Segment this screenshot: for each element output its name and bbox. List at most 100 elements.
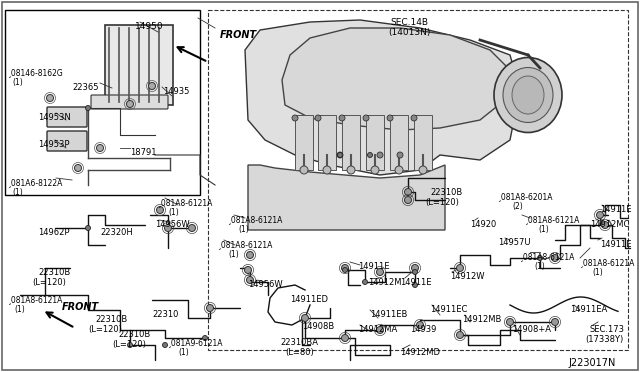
Text: (1): (1) [14, 305, 25, 314]
Circle shape [387, 115, 393, 121]
Circle shape [292, 115, 298, 121]
Text: 14920: 14920 [470, 220, 496, 229]
Bar [208, 10, 628, 350]
Text: ¸081A9-6121A: ¸081A9-6121A [168, 338, 223, 347]
Circle shape [404, 196, 412, 203]
Text: J223017N: J223017N [568, 358, 616, 368]
Circle shape [86, 225, 90, 231]
Circle shape [347, 166, 355, 174]
Text: 22320H: 22320H [100, 228, 132, 237]
Circle shape [244, 266, 252, 273]
Text: (L=120): (L=120) [112, 340, 146, 349]
Text: (14013N): (14013N) [388, 28, 430, 37]
Bar [5, 10, 200, 195]
Circle shape [337, 153, 342, 157]
Circle shape [342, 267, 348, 273]
Circle shape [376, 269, 383, 276]
Text: 14912MC: 14912MC [590, 220, 629, 229]
Text: 14935: 14935 [163, 87, 189, 96]
Text: FRONT: FRONT [220, 30, 257, 40]
Text: ¸081A8-6121A: ¸081A8-6121A [580, 258, 636, 267]
Text: ¸081A6-8122A: ¸081A6-8122A [8, 178, 63, 187]
Circle shape [506, 318, 513, 326]
Text: 14912MD: 14912MD [400, 348, 440, 357]
Circle shape [602, 221, 609, 228]
Text: 22310BA: 22310BA [280, 338, 318, 347]
Circle shape [412, 264, 419, 272]
Text: (L=120): (L=120) [88, 325, 122, 334]
Bar [390, 115, 408, 170]
Text: (2): (2) [512, 202, 523, 211]
Circle shape [157, 206, 163, 214]
Bar [342, 115, 360, 170]
Text: 14950: 14950 [135, 22, 164, 31]
Bar [105, 25, 173, 105]
Circle shape [371, 166, 379, 174]
FancyBboxPatch shape [47, 107, 87, 127]
Text: (1): (1) [534, 262, 545, 271]
Circle shape [456, 264, 463, 272]
Circle shape [342, 334, 349, 341]
Circle shape [127, 343, 132, 347]
Text: 22310: 22310 [152, 310, 179, 319]
Text: 14911EA: 14911EA [570, 305, 607, 314]
Polygon shape [282, 28, 510, 130]
Circle shape [395, 166, 403, 174]
Text: (1): (1) [228, 250, 239, 259]
Circle shape [127, 100, 134, 108]
Text: 14953P: 14953P [38, 140, 70, 149]
Circle shape [411, 115, 417, 121]
Text: (L=120): (L=120) [32, 278, 66, 287]
Circle shape [301, 314, 308, 321]
Text: 14911EB: 14911EB [370, 310, 408, 319]
Text: ¸081A8-6121A: ¸081A8-6121A [525, 215, 580, 224]
Circle shape [86, 106, 90, 110]
Circle shape [404, 189, 412, 196]
Text: 14908+A: 14908+A [512, 325, 551, 334]
Circle shape [97, 144, 104, 151]
Circle shape [413, 269, 417, 275]
Circle shape [397, 152, 403, 158]
Text: 14956W: 14956W [248, 280, 283, 289]
Bar [366, 115, 384, 170]
Text: 14911ED: 14911ED [290, 295, 328, 304]
Text: ¸081A8-6121A: ¸081A8-6121A [218, 240, 273, 249]
Circle shape [189, 224, 195, 231]
Text: 14939: 14939 [410, 325, 436, 334]
Text: 22310B: 22310B [118, 330, 150, 339]
FancyBboxPatch shape [91, 95, 168, 109]
Circle shape [339, 115, 345, 121]
Ellipse shape [503, 67, 553, 122]
Circle shape [419, 166, 427, 174]
Text: 22310B: 22310B [430, 188, 462, 197]
Bar [295, 115, 313, 170]
Circle shape [376, 327, 383, 334]
Text: 14953N: 14953N [38, 113, 71, 122]
Text: ¸081A8-6121A: ¸081A8-6121A [228, 215, 284, 224]
Polygon shape [248, 165, 445, 230]
Circle shape [538, 256, 543, 260]
Circle shape [456, 331, 463, 339]
Text: 14911E: 14911E [600, 205, 632, 214]
Text: 14911E: 14911E [358, 262, 390, 271]
Bar [414, 115, 432, 170]
Text: 14908B: 14908B [302, 322, 334, 331]
Text: (1): (1) [168, 208, 179, 217]
Text: (1): (1) [12, 78, 23, 87]
Ellipse shape [512, 76, 544, 114]
Text: SEC.14B: SEC.14B [390, 18, 428, 27]
Circle shape [202, 336, 207, 340]
Circle shape [596, 212, 604, 218]
Text: 14962P: 14962P [38, 228, 70, 237]
Circle shape [47, 94, 54, 102]
Bar [318, 115, 336, 170]
Text: 14911E: 14911E [600, 240, 632, 249]
Text: FRONT: FRONT [62, 302, 99, 312]
Text: (1): (1) [12, 188, 23, 197]
Text: 14912MA: 14912MA [358, 325, 397, 334]
Text: (L=80): (L=80) [285, 348, 314, 357]
Text: (1): (1) [538, 225, 548, 234]
Ellipse shape [494, 58, 562, 132]
Circle shape [377, 152, 383, 158]
Text: 22365: 22365 [72, 83, 99, 92]
